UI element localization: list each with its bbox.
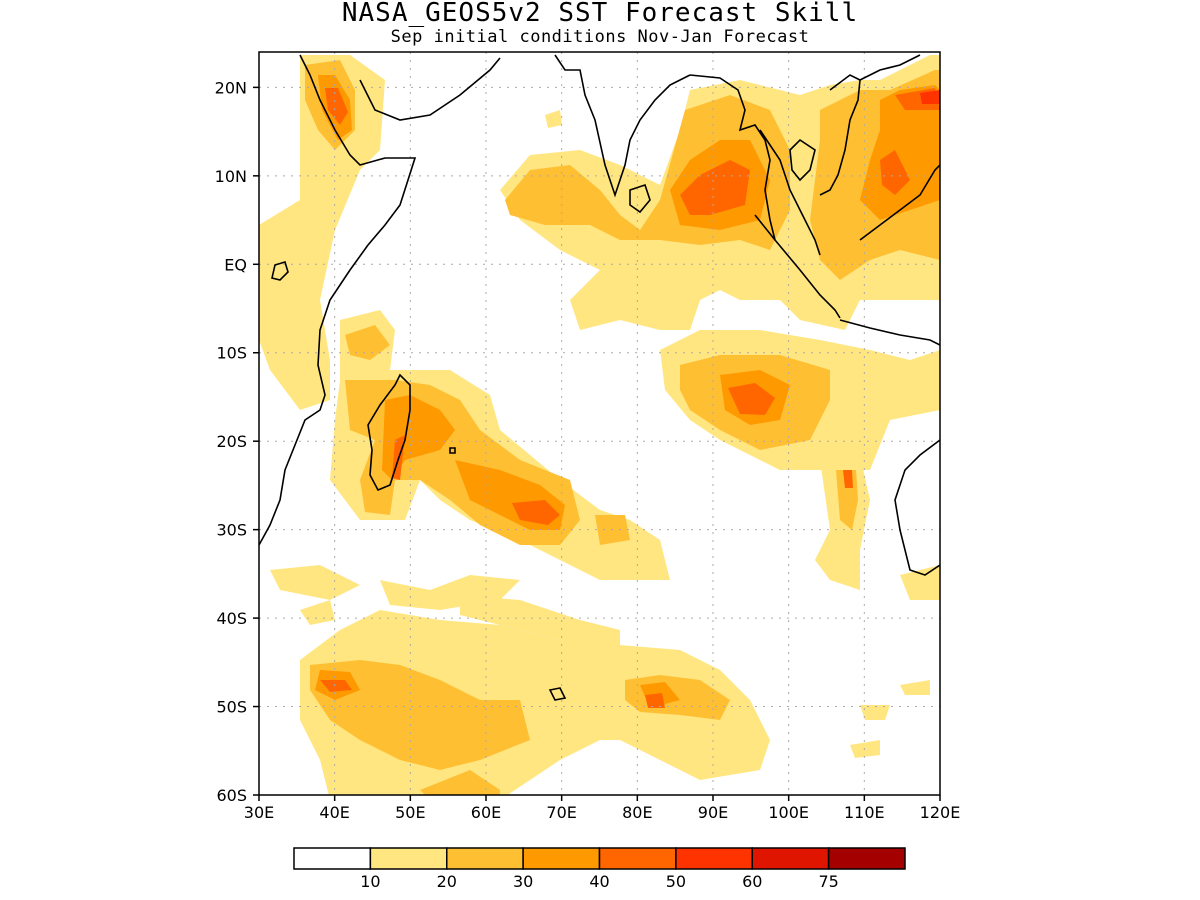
colorbar-label: 10	[360, 872, 380, 891]
map-title: NASA_GEOS5v2 SST Forecast Skill	[341, 0, 859, 28]
colorbar-swatch	[522, 847, 601, 870]
lon-tick-label: 40E	[319, 803, 349, 822]
map-frame	[258, 51, 941, 796]
lon-tick-label: 50E	[395, 803, 425, 822]
africa-arabia-coast	[259, 54, 417, 546]
lon-tick-label: 90E	[698, 803, 728, 822]
colorbar-label: 50	[666, 872, 686, 891]
colorbar-label: 75	[818, 872, 838, 891]
small-island	[548, 687, 567, 701]
coastlines	[259, 54, 940, 701]
latitude-axis: 20N 10N EQ 10S 20S 30S 40S 50S 60S	[215, 78, 259, 805]
indochina-coast	[789, 138, 816, 182]
skill-region	[512, 500, 560, 525]
skill-region	[259, 55, 385, 410]
australia-coast	[894, 439, 940, 576]
small-island	[449, 447, 456, 454]
skill-region	[860, 705, 890, 720]
lat-tick-label: 50S	[216, 698, 247, 717]
colorbar-label: 60	[742, 872, 762, 891]
skill-region	[310, 660, 530, 770]
lat-tick-label: 20N	[215, 78, 247, 97]
lat-tick-label: 40S	[216, 609, 247, 628]
longitude-axis: 30E 40E 50E 60E 70E 80E 90E 100E 110E 120E	[244, 795, 961, 822]
colorbar: 10 20 30 40 50 60 75	[293, 847, 906, 891]
skill-region	[900, 680, 930, 695]
colorbar-label: 20	[437, 872, 457, 891]
colorbar-swatch	[675, 847, 753, 870]
lon-tick-label: 80E	[622, 803, 652, 822]
skill-region	[380, 575, 520, 610]
vietnam-coast	[819, 74, 861, 196]
colorbar-label: 30	[513, 872, 533, 891]
colorbar-swatch	[369, 847, 448, 870]
lon-tick-label: 100E	[768, 803, 809, 822]
lon-tick-label: 120E	[920, 803, 961, 822]
skill-region	[860, 85, 940, 220]
skill-region	[880, 150, 910, 195]
skill-shading	[259, 55, 940, 795]
china-coast	[859, 54, 921, 81]
skill-region	[460, 595, 620, 650]
sumatra-coast	[754, 214, 841, 319]
srilanka-coast	[629, 183, 651, 214]
skill-region	[420, 770, 500, 795]
lon-tick-label: 110E	[844, 803, 885, 822]
skill-region	[900, 565, 940, 600]
lat-tick-label: 20S	[216, 432, 247, 451]
borneo-coast	[859, 164, 940, 241]
colorbar-swatch	[827, 847, 906, 870]
india-coast	[554, 54, 691, 198]
colorbar-swatch	[293, 847, 372, 870]
skill-region	[325, 88, 348, 125]
skill-region	[680, 160, 750, 215]
lat-tick-label: 10S	[216, 344, 247, 363]
bay-of-bengal-coast	[689, 74, 776, 241]
lat-tick-label: EQ	[224, 255, 247, 274]
malay-coast	[759, 129, 821, 256]
skill-region	[850, 740, 880, 758]
lat-tick-label: 30S	[216, 521, 247, 540]
skill-region	[300, 600, 335, 625]
small-island	[271, 261, 289, 281]
colorbar-swatch	[598, 847, 677, 870]
skill-region	[270, 565, 360, 600]
lat-tick-label: 10N	[215, 167, 247, 186]
grid-lines	[259, 52, 940, 795]
lon-tick-label: 70E	[546, 803, 576, 822]
lon-tick-label: 30E	[244, 803, 274, 822]
lon-tick-label: 60E	[471, 803, 501, 822]
skill-region	[645, 693, 665, 708]
lat-tick-label: 60S	[216, 786, 247, 805]
java-coast	[839, 319, 940, 346]
colorbar-swatch	[751, 847, 830, 870]
skill-region	[345, 325, 390, 360]
skill-region	[843, 470, 853, 488]
madagascar-coast	[367, 373, 411, 492]
skill-region	[728, 383, 775, 415]
skill-region	[320, 680, 352, 692]
colorbar-label: 40	[589, 872, 609, 891]
skill-region	[545, 110, 562, 128]
arabia-coast	[359, 57, 501, 121]
skill-region	[920, 90, 940, 104]
map-subtitle: Sep initial conditions Nov-Jan Forecast	[390, 27, 810, 47]
colorbar-swatch	[446, 847, 524, 870]
